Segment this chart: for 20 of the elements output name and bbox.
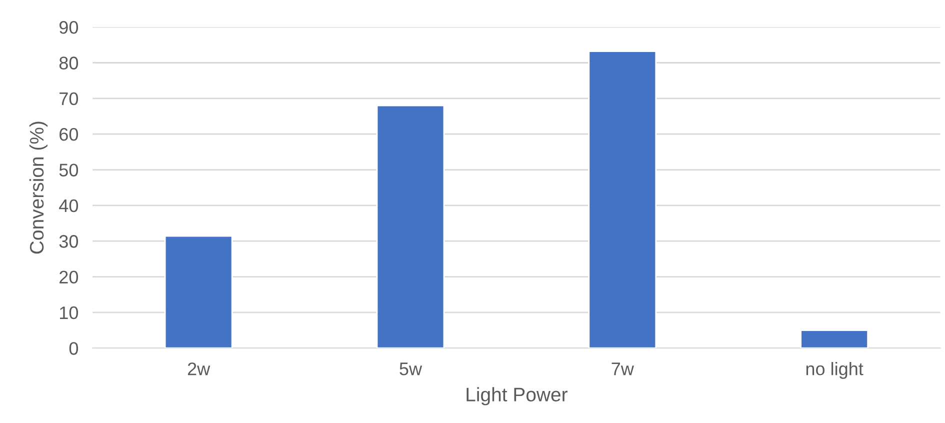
y-tick-label: 50 <box>59 164 78 176</box>
bar <box>800 330 868 348</box>
y-tick-label: 40 <box>59 199 78 212</box>
y-tick-label: 70 <box>60 92 78 106</box>
bar <box>376 104 445 348</box>
y-tick-label: 0 <box>69 342 78 355</box>
x-tick-label: 2w <box>188 362 210 376</box>
y-tick-label: 30 <box>59 235 78 248</box>
y-tick-label: 80 <box>59 56 78 70</box>
y-tick-label: 90 <box>59 21 78 34</box>
y-tick-label: 10 <box>60 306 78 320</box>
x-tick-label: no light <box>806 362 864 379</box>
x-axis-title: Light Power <box>466 387 568 406</box>
y-tick-label: 60 <box>60 128 78 141</box>
x-tick-label: 5w <box>400 362 422 376</box>
y-tick-label: 20 <box>60 270 78 284</box>
bar <box>164 235 233 348</box>
bar <box>588 50 657 348</box>
x-tick-label: 7w <box>612 362 634 376</box>
y-axis-title: Conversion (%) <box>29 122 48 254</box>
